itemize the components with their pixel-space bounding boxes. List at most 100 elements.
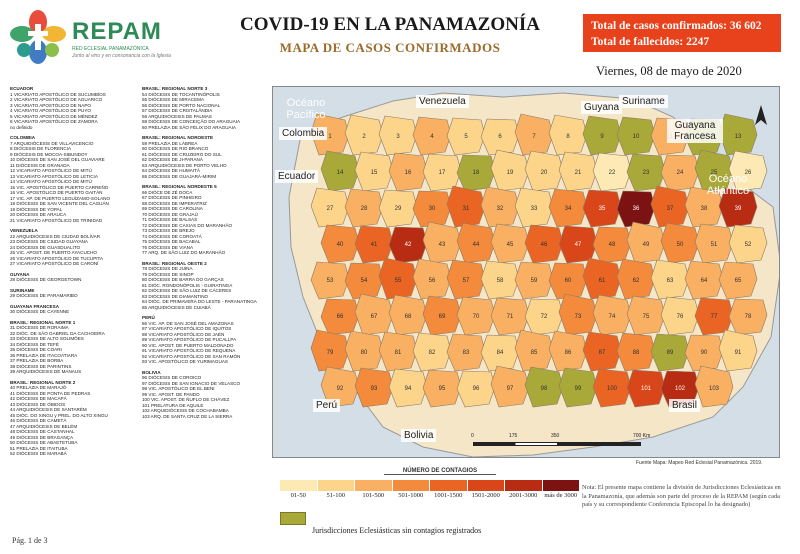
region-85[interactable]: 85 [514, 329, 554, 372]
region-89[interactable]: 89 [650, 333, 690, 372]
region-70[interactable]: 70 [456, 296, 496, 336]
region-80[interactable]: 80 [344, 330, 384, 372]
region-87[interactable]: 87 [582, 331, 622, 372]
region-58[interactable]: 58 [480, 260, 520, 300]
region-4[interactable]: 4 [412, 116, 452, 156]
region-2[interactable]: 2 [344, 114, 384, 156]
region-67[interactable]: 67 [354, 293, 394, 336]
region-78[interactable]: 78 [728, 298, 768, 336]
region-16[interactable]: 16 [388, 152, 428, 192]
region-82[interactable]: 82 [412, 332, 452, 372]
region-39[interactable]: 39 [718, 187, 758, 228]
region-99[interactable]: 99 [558, 367, 598, 408]
region-64[interactable]: 64 [684, 260, 724, 300]
region-18[interactable]: 18 [456, 154, 496, 192]
region-100[interactable]: 100 [592, 368, 632, 408]
region-83[interactable]: 83 [446, 333, 486, 372]
region-86[interactable]: 86 [548, 330, 588, 372]
region-23[interactable]: 23 [626, 153, 666, 192]
region-47[interactable]: 47 [558, 225, 598, 264]
region-101[interactable]: 101 [626, 369, 666, 408]
region-31[interactable]: 31 [446, 185, 486, 228]
region-93[interactable]: 93 [354, 367, 394, 408]
region-81[interactable]: 81 [378, 331, 418, 372]
region-5[interactable]: 5 [446, 117, 486, 156]
region-46[interactable]: 46 [524, 224, 564, 264]
region-26[interactable]: 26 [728, 150, 768, 192]
region-33[interactable]: 33 [514, 187, 554, 228]
region-17[interactable]: 17 [422, 153, 462, 192]
region-43[interactable]: 43 [422, 221, 462, 264]
region-27[interactable]: 27 [310, 187, 350, 228]
region-52[interactable]: 52 [728, 224, 768, 264]
region-9[interactable]: 9 [582, 115, 622, 156]
region-41[interactable]: 41 [354, 225, 394, 264]
region-98[interactable]: 98 [524, 366, 564, 408]
list-item: 67 DIÓCESIS DE PINHEIRO [142, 195, 202, 200]
region-95[interactable]: 95 [422, 369, 462, 408]
region-36[interactable]: 36 [616, 190, 656, 228]
region-55[interactable]: 55 [378, 257, 418, 300]
amazon-map[interactable]: 1234567891011121314151617181920212223242… [272, 86, 780, 458]
region-53[interactable]: 53 [310, 261, 350, 300]
region-3[interactable]: 3 [378, 115, 418, 156]
region-84[interactable]: 84 [480, 334, 520, 372]
region-50[interactable]: 50 [660, 222, 700, 264]
region-77[interactable]: 77 [694, 297, 734, 336]
region-30[interactable]: 30 [412, 190, 452, 228]
region-54[interactable]: 54 [344, 262, 384, 300]
region-94[interactable]: 94 [388, 368, 428, 408]
region-91[interactable]: 91 [718, 329, 758, 372]
region-10[interactable]: 10 [616, 116, 656, 156]
region-19[interactable]: 19 [490, 149, 530, 192]
region-72[interactable]: 72 [524, 298, 564, 336]
region-22[interactable]: 22 [592, 152, 632, 192]
region-45[interactable]: 45 [490, 223, 530, 264]
region-8[interactable]: 8 [548, 114, 588, 156]
region-97[interactable]: 97 [490, 365, 530, 408]
region-38[interactable]: 38 [684, 186, 724, 228]
region-51[interactable]: 51 [694, 223, 734, 264]
region-48[interactable]: 48 [592, 226, 632, 264]
region-29[interactable]: 29 [378, 189, 418, 228]
region-68[interactable]: 68 [388, 294, 428, 336]
region-69[interactable]: 69 [422, 295, 462, 336]
region-88[interactable]: 88 [616, 332, 656, 372]
region-79[interactable]: 79 [310, 329, 350, 372]
region-37[interactable]: 37 [650, 185, 690, 228]
region-7[interactable]: 7 [514, 113, 554, 156]
region-65[interactable]: 65 [718, 261, 758, 300]
region-21[interactable]: 21 [558, 151, 598, 192]
region-20[interactable]: 20 [524, 150, 564, 192]
region-56[interactable]: 56 [412, 258, 452, 300]
region-63[interactable]: 63 [650, 259, 690, 300]
region-90[interactable]: 90 [684, 334, 724, 372]
region-76[interactable]: 76 [660, 296, 700, 336]
region-73[interactable]: 73 [558, 293, 598, 336]
region-34[interactable]: 34 [548, 188, 588, 228]
region-59[interactable]: 59 [514, 261, 554, 300]
region-28[interactable]: 28 [344, 188, 384, 228]
region-75[interactable]: 75 [626, 295, 666, 336]
region-14[interactable]: 14 [320, 150, 360, 192]
region-62[interactable]: 62 [616, 258, 656, 300]
region-13[interactable]: 13 [718, 113, 758, 156]
region-42[interactable]: 42 [388, 226, 428, 264]
region-71[interactable]: 71 [490, 297, 530, 336]
region-92[interactable]: 92 [320, 366, 360, 408]
region-57[interactable]: 57 [446, 259, 486, 300]
region-40[interactable]: 40 [320, 224, 360, 264]
region-44[interactable]: 44 [456, 222, 496, 264]
region-32[interactable]: 32 [480, 186, 520, 228]
region-66[interactable]: 66 [320, 298, 360, 336]
region-number: 43 [439, 242, 446, 248]
region-49[interactable]: 49 [626, 221, 666, 264]
region-35[interactable]: 35 [582, 189, 622, 228]
region-103[interactable]: 103 [694, 365, 734, 408]
region-96[interactable]: 96 [456, 370, 496, 408]
region-60[interactable]: 60 [548, 262, 588, 300]
region-61[interactable]: 61 [582, 257, 622, 300]
region-15[interactable]: 15 [354, 151, 394, 192]
region-6[interactable]: 6 [480, 118, 520, 156]
region-74[interactable]: 74 [592, 294, 632, 336]
